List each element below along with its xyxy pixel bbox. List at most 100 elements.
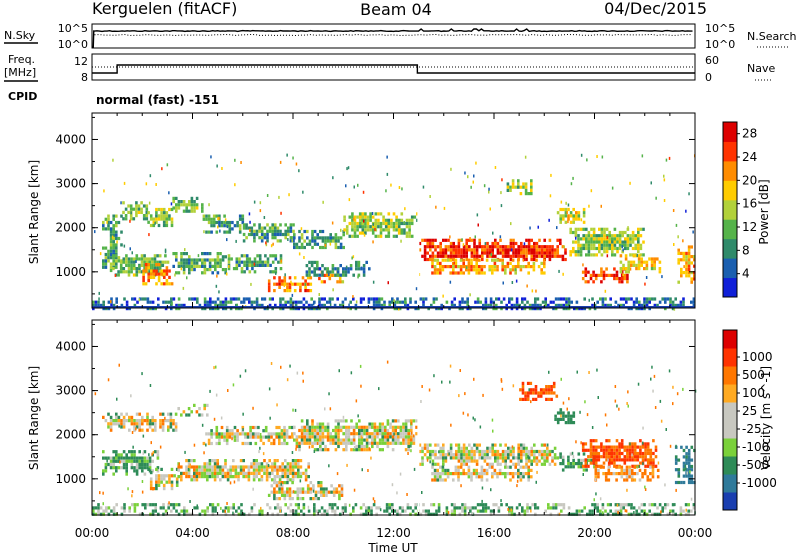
power-cell (241, 214, 245, 218)
power-cell (382, 228, 385, 232)
power-cell (172, 196, 175, 200)
velocity-cell (605, 448, 608, 452)
velocity-cell (550, 391, 553, 395)
velocity-cell (410, 435, 413, 439)
power-cell (395, 234, 398, 238)
power-cell (372, 307, 376, 311)
power-cell (598, 250, 601, 254)
power-cell (562, 207, 565, 212)
power-cell (517, 258, 520, 262)
velocity-cell (283, 497, 287, 501)
velocity-cell (308, 435, 312, 439)
velocity-cell (155, 480, 158, 484)
power-cell (151, 300, 155, 304)
velocity-cell (564, 414, 568, 418)
velocity-cell (231, 435, 234, 439)
velocity-cell (610, 461, 614, 465)
velocity-speckle (560, 377, 562, 381)
power-cell (273, 282, 276, 286)
power-cell (170, 303, 173, 307)
power-cell (241, 217, 245, 221)
velocity-cell (334, 441, 338, 445)
velocity-cell (534, 385, 538, 389)
velocity-speckle (370, 456, 372, 460)
velocity-cell (333, 512, 337, 516)
velocity-cell (213, 462, 217, 466)
power-cell (567, 217, 570, 221)
power-cell (462, 245, 466, 249)
y-tick-label: 1000 (55, 265, 86, 279)
power-cell (227, 260, 231, 264)
velocity-cell (280, 487, 284, 491)
power-cell (422, 300, 425, 304)
velocity-cell (421, 446, 424, 450)
velocity-speckle (131, 494, 133, 498)
power-cell (639, 243, 643, 247)
velocity-cell (293, 425, 296, 429)
power-cell (431, 251, 435, 255)
power-cell (279, 257, 283, 261)
power-cell (630, 307, 633, 311)
power-cell (172, 206, 175, 210)
velocity-cell (474, 506, 477, 510)
power-cell (515, 307, 519, 311)
power-cell (313, 229, 317, 234)
power-speckle (217, 225, 219, 229)
velocity-cell (187, 465, 191, 469)
power-cell (115, 297, 118, 301)
velocity-cell (489, 512, 493, 516)
velocity-cell (347, 428, 351, 433)
velocity-cell (159, 422, 162, 426)
velocity-speckle (627, 404, 629, 408)
velocity-cell (247, 475, 251, 479)
power-cell (145, 210, 149, 214)
power-speckle (398, 307, 400, 311)
power-cell (559, 241, 562, 246)
velocity-cell (345, 448, 348, 452)
velocity-cell (643, 472, 647, 476)
velocity-speckle (393, 432, 395, 436)
velocity-cell (337, 428, 340, 433)
power-cell (303, 239, 306, 243)
power-cell (551, 245, 554, 249)
power-cell (361, 228, 365, 232)
velocity-cell (226, 475, 230, 479)
velocity-cell (288, 487, 292, 491)
power-y-axis-label: Slant Range [km] (27, 160, 41, 264)
velocity-cell (478, 472, 481, 476)
power-cell (615, 270, 619, 274)
power-cell (603, 240, 606, 244)
power-cell (208, 252, 212, 256)
velocity-cell (575, 512, 579, 516)
velocity-cell (386, 444, 390, 449)
power-cell (674, 303, 677, 307)
power-cell (289, 236, 293, 240)
velocity-cell (371, 438, 374, 442)
power-cell (380, 297, 384, 301)
power-speckle (210, 155, 212, 159)
velocity-cell (264, 429, 268, 433)
power-cell (182, 200, 186, 204)
velocity-cell (412, 419, 416, 423)
velocity-cell (577, 465, 581, 469)
velocity-cell (562, 503, 566, 507)
velocity-cell (300, 438, 304, 442)
velocity-cell (340, 493, 344, 497)
power-cell (203, 252, 207, 256)
velocity-cell (414, 503, 417, 507)
velocity-cell (125, 412, 128, 416)
power-cell (519, 185, 523, 189)
velocity-cell (465, 446, 468, 450)
velocity-cell (321, 448, 325, 452)
power-cell (546, 251, 549, 255)
velocity-cell (597, 458, 601, 462)
power-cell (449, 248, 453, 252)
velocity-speckle (118, 363, 120, 367)
power-cell (130, 257, 133, 261)
power-cell (353, 225, 357, 229)
power-cell (460, 248, 463, 252)
power-speckle (604, 289, 607, 293)
velocity-cell (671, 503, 675, 507)
velocity-cell (628, 455, 632, 459)
